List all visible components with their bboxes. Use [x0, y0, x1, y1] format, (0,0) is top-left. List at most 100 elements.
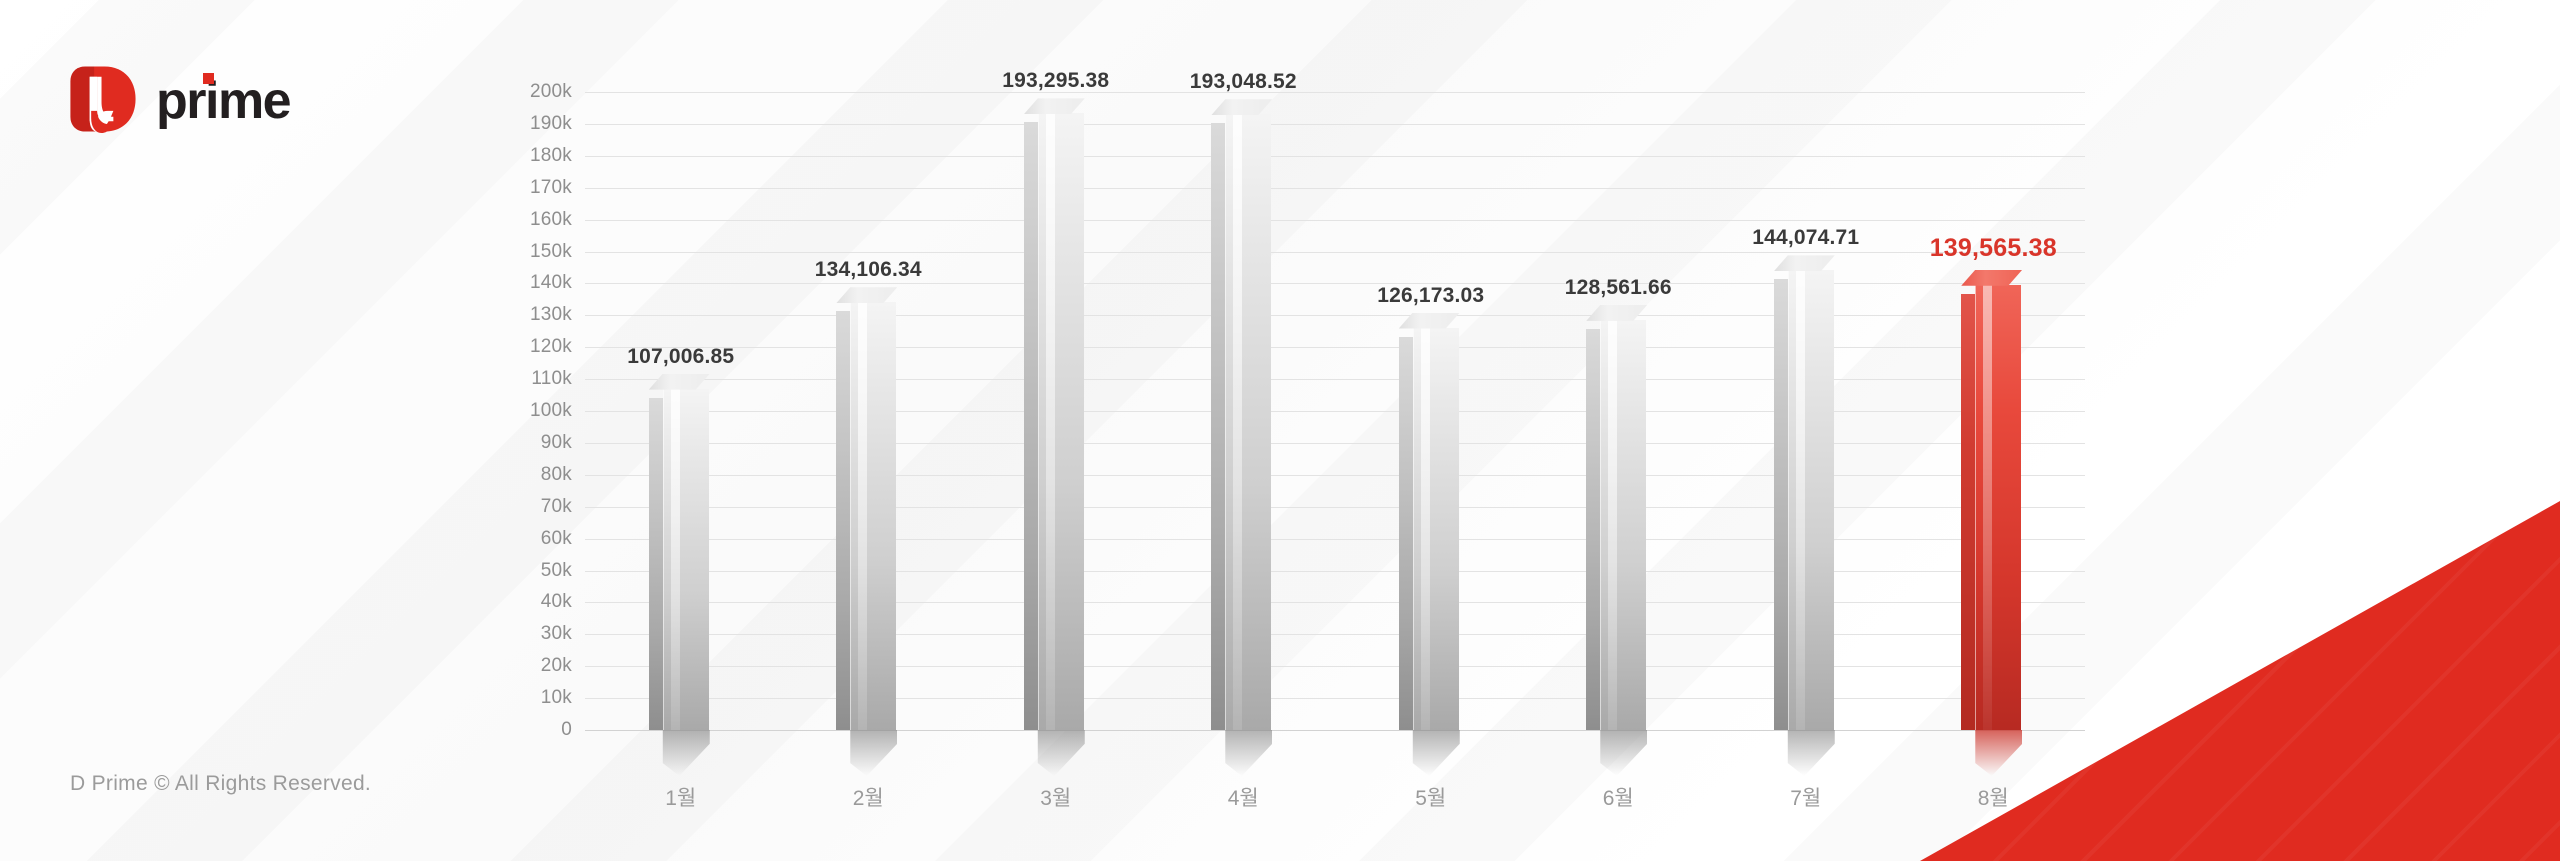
bar-value-label: 134,106.34	[814, 258, 922, 282]
y-axis-tick-label: 100k	[529, 400, 572, 421]
x-axis-tick-label: 5월	[1415, 787, 1447, 810]
bar-series: 107,006.85 134,106.34 193,295.38 193,048.52…	[585, 69, 2085, 776]
y-axis-tick-label: 0	[561, 719, 572, 740]
y-axis-tick-label: 110k	[531, 368, 572, 390]
y-axis-tick-label: 180k	[529, 144, 572, 166]
bar-reflection	[1211, 730, 1273, 776]
brand-logo: prime	[66, 62, 292, 136]
gridline	[585, 698, 2085, 700]
bar-top-face	[836, 287, 898, 304]
x-axis-tick-label: 1월	[665, 787, 697, 810]
bar-top-face	[1211, 99, 1273, 116]
bar-column[interactable]	[1211, 99, 1273, 776]
bar-side-face	[1398, 336, 1414, 730]
y-axis-tick-label: 60k	[540, 527, 572, 549]
gridline	[585, 538, 2085, 540]
bar-side-face	[1961, 293, 1977, 730]
bar-front-face	[1037, 113, 1084, 730]
bar-reflection	[836, 730, 898, 776]
y-axis-tick-label: 40k	[540, 591, 572, 613]
d-prime-logo-icon	[70, 66, 136, 134]
gridline	[585, 570, 2085, 572]
bar-reflection	[1961, 730, 2023, 776]
gridline	[585, 602, 2085, 604]
gridline	[585, 379, 2085, 381]
gridline	[585, 219, 2085, 221]
bar-front-face	[662, 388, 709, 730]
bar-column[interactable]	[1023, 98, 1085, 776]
bar-reflection	[648, 730, 710, 776]
bar-front-face	[850, 302, 897, 730]
x-axis-tick-label: 8월	[1977, 787, 2009, 810]
bar-reflection	[1023, 730, 1085, 776]
bar-side-face	[648, 397, 664, 730]
x-axis-tick-label: 3월	[1040, 787, 1072, 810]
bar-top-face	[1773, 255, 1835, 272]
bar-column[interactable]	[648, 373, 710, 776]
x-axis-tick-label: 4월	[1227, 787, 1259, 810]
x-axis-tick-label: 7월	[1790, 787, 1822, 810]
bar-side-face	[1586, 328, 1602, 730]
brand-wordmark: prime	[156, 72, 292, 130]
y-axis-tick-label: 80k	[540, 463, 572, 485]
bar-front-face	[1225, 114, 1272, 730]
bar-value-label: 144,074.71	[1752, 226, 1860, 250]
y-axis-tick-label: 70k	[540, 495, 572, 517]
gridline	[585, 315, 2085, 317]
bar-gloss	[1608, 319, 1618, 730]
y-axis-tick-label: 200k	[529, 81, 572, 102]
bar-column[interactable]	[1586, 304, 1648, 776]
bar-side-face	[1023, 122, 1039, 730]
y-axis-tick-label: 50k	[540, 559, 572, 581]
bar-column[interactable]	[1961, 269, 2023, 776]
bar-gloss	[858, 302, 868, 730]
bar-value-label: 107,006.85	[627, 344, 735, 368]
y-axis-tick-label: 30k	[540, 623, 572, 645]
y-axis-tick-label: 140k	[529, 272, 572, 294]
bar-top-face	[1398, 312, 1460, 329]
bar-top-face	[1961, 269, 2023, 286]
brand-wordmark-text: prime	[156, 72, 292, 130]
bar-side-face	[836, 311, 852, 730]
y-axis-tick-label: 120k	[529, 336, 572, 358]
bar-gloss	[1795, 270, 1805, 730]
brand-i-dot	[203, 73, 214, 84]
bar-gloss	[1233, 114, 1243, 730]
x-axis-tick-label: 2월	[852, 787, 884, 810]
gridline	[585, 123, 2085, 125]
gridline	[585, 283, 2085, 285]
bar-front-face	[1600, 319, 1647, 730]
bar-top-face	[1023, 98, 1085, 115]
bar-gloss	[670, 388, 680, 730]
y-axis-tick-label: 20k	[540, 655, 572, 677]
gridline	[585, 474, 2085, 476]
x-axis-tick-label: 6월	[1602, 787, 1634, 810]
gridline	[585, 666, 2085, 668]
gridline	[585, 506, 2085, 508]
bar-side-face	[1211, 123, 1227, 730]
gridline	[585, 730, 2085, 731]
bar-value-label: 193,295.38	[1002, 69, 1110, 93]
bar-column[interactable]	[1398, 312, 1460, 776]
bar-column[interactable]	[836, 287, 898, 776]
gridline	[585, 442, 2085, 444]
y-axis-tick-label: 130k	[529, 304, 572, 326]
bar-top-face	[648, 373, 710, 390]
gridline	[585, 92, 2085, 93]
bar-front-face	[1412, 327, 1459, 730]
y-axis-labels: 0 10k 20k 30k 40k 50k 60k 70k 80k 90k 100k 110k 120k…	[480, 81, 572, 740]
bar-gloss	[1045, 113, 1055, 730]
gridline	[585, 187, 2085, 189]
gridline	[585, 251, 2085, 253]
bar-side-face	[1773, 279, 1789, 730]
bar-value-label: 193,048.52	[1189, 70, 1297, 94]
bar-reflection	[1773, 730, 1835, 776]
bar-value-label: 139,565.38	[1929, 233, 2057, 262]
bar-column[interactable]	[1773, 255, 1835, 776]
gridline	[585, 347, 2085, 349]
y-axis-tick-label: 190k	[529, 112, 572, 134]
y-axis-tick-label: 170k	[529, 176, 572, 198]
bar-value-label: 128,561.66	[1564, 275, 1672, 299]
bar-top-face	[1586, 304, 1648, 321]
